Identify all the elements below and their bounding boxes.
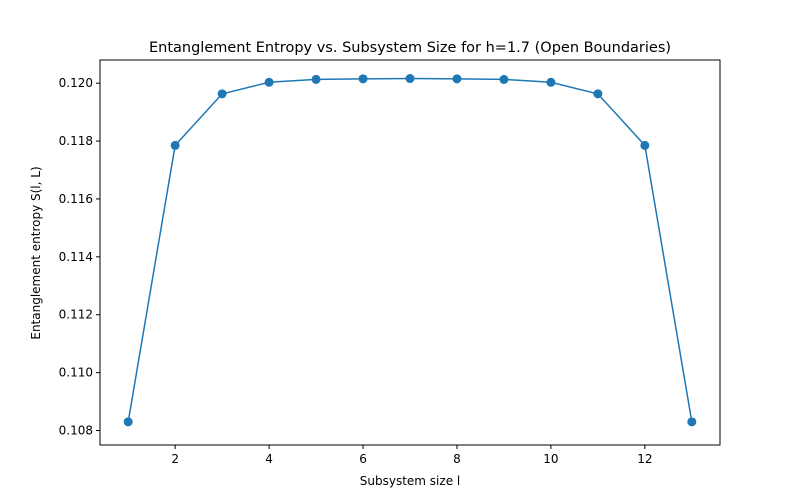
series-line [127,77,693,422]
x-tick-label: 4 [265,452,273,466]
data-point [264,77,274,87]
x-tick-label: 8 [453,452,461,466]
x-tick-label: 2 [171,452,179,466]
data-point [452,74,462,84]
y-tick-label: 0.118 [59,134,93,148]
x-axis-label: Subsystem size l [360,474,460,488]
y-tick-label: 0.116 [59,192,93,206]
data-point [640,140,650,150]
x-tick-label: 12 [637,452,652,466]
data-point [687,417,697,427]
y-tick-label: 0.108 [59,424,93,438]
data-point [311,74,321,84]
data-point [123,417,133,427]
y-axis-label: Entanglement entropy S(l, L) [29,166,43,339]
y-tick-label: 0.112 [59,308,93,322]
data-point [546,77,556,87]
data-point [499,74,509,84]
y-tick-label: 0.114 [59,250,93,264]
x-tick-label: 6 [359,452,367,466]
y-tick-label: 0.110 [59,366,93,380]
data-point [358,74,368,84]
data-point [405,74,415,84]
data-point [170,140,180,150]
plot-area-frame [99,59,721,446]
data-point [217,89,227,99]
data-point [593,89,603,99]
chart-title: Entanglement Entropy vs. Subsystem Size … [149,40,671,56]
axis-ticks: 2 4 6 8 10 12 0.108 0.110 0.112 0.114 0.116 0.118 0.… [59,76,653,466]
y-tick-label: 0.120 [59,76,93,90]
x-tick-label: 10 [543,452,558,466]
plot-series [123,74,697,427]
